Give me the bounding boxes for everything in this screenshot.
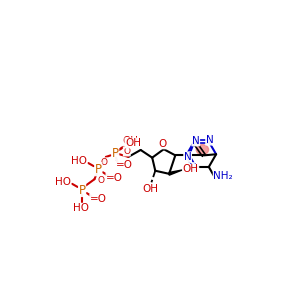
Text: O: O <box>100 158 107 167</box>
Text: O: O <box>158 139 166 149</box>
Text: NH₂: NH₂ <box>213 171 233 181</box>
Text: O: O <box>97 176 104 185</box>
Text: P: P <box>112 146 119 160</box>
Text: P: P <box>95 163 102 176</box>
Text: =O: =O <box>106 173 123 184</box>
Text: N: N <box>206 135 213 145</box>
Text: N: N <box>189 163 196 173</box>
Text: OH: OH <box>143 184 159 194</box>
Text: =O: =O <box>90 194 107 204</box>
Text: O: O <box>123 147 130 156</box>
Polygon shape <box>169 170 182 175</box>
Text: N: N <box>192 136 200 146</box>
Text: HO: HO <box>55 176 71 187</box>
Text: =O: =O <box>116 160 133 170</box>
Ellipse shape <box>196 145 208 154</box>
Text: OH: OH <box>183 164 199 174</box>
Text: P: P <box>79 184 86 196</box>
Text: OH: OH <box>125 138 141 148</box>
Text: HO: HO <box>73 203 88 214</box>
Text: N: N <box>184 152 191 162</box>
Text: OH: OH <box>122 136 138 146</box>
Text: HO: HO <box>71 156 87 166</box>
